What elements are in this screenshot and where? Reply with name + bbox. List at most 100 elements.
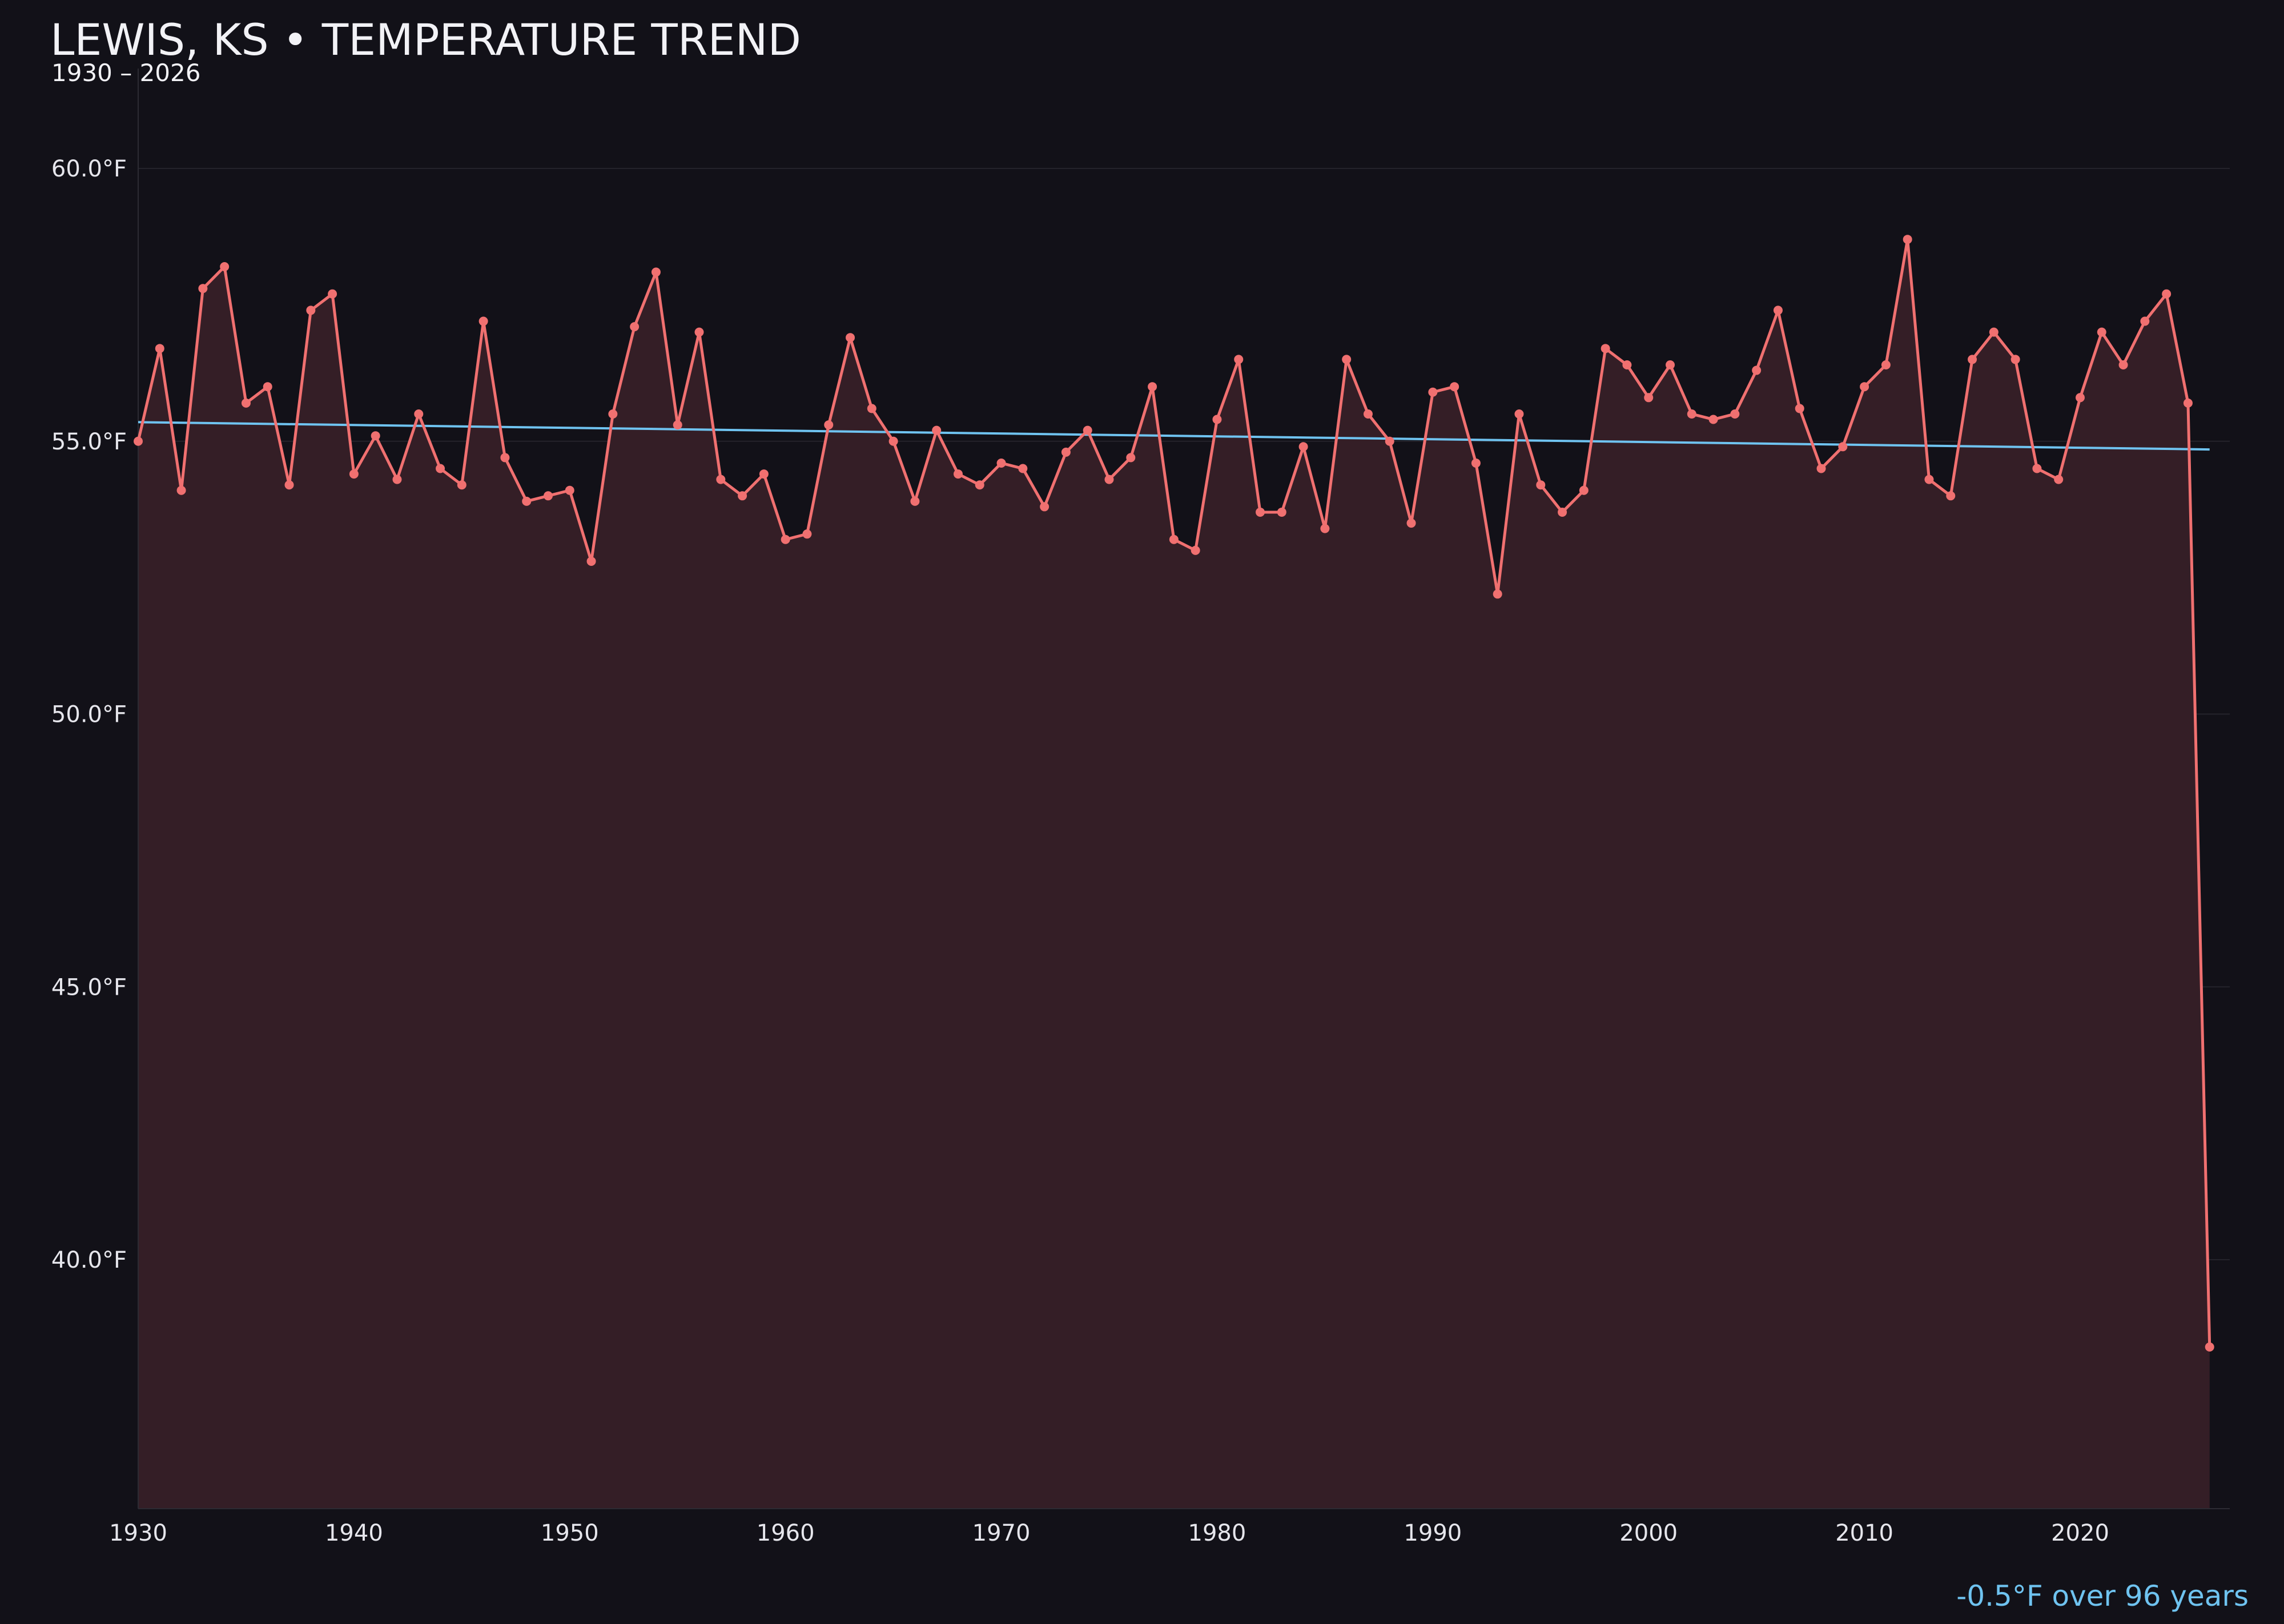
y-tick-label-0: 40.0°F	[51, 1247, 127, 1273]
x-tick-label-9: 2020	[2051, 1520, 2109, 1546]
data-point-1951	[586, 556, 596, 566]
data-point-2011	[1881, 360, 1891, 369]
data-point-1967	[932, 425, 942, 435]
data-point-1936	[263, 382, 272, 392]
data-point-1992	[1471, 458, 1481, 468]
data-point-1997	[1579, 485, 1589, 495]
data-point-1942	[392, 475, 402, 484]
data-point-1995	[1536, 480, 1546, 490]
data-point-2007	[1795, 404, 1804, 413]
data-point-1990	[1428, 387, 1438, 397]
data-point-2003	[1708, 415, 1718, 424]
data-point-2015	[1968, 355, 1977, 364]
data-point-2008	[1816, 464, 1826, 473]
data-point-1935	[241, 398, 251, 408]
data-point-1980	[1212, 415, 1222, 424]
data-point-1978	[1169, 534, 1179, 544]
data-point-1940	[349, 469, 359, 479]
x-tick-label-4: 1970	[972, 1520, 1031, 1546]
data-point-1953	[630, 322, 640, 332]
data-point-1952	[608, 409, 618, 419]
data-point-1975	[1104, 475, 1114, 484]
data-point-1957	[716, 475, 726, 484]
trend-line	[138, 421, 2210, 451]
data-point-2002	[1687, 409, 1696, 419]
temperature-area	[138, 239, 2210, 1509]
data-point-1955	[673, 420, 682, 430]
y-tick-label-3: 55.0°F	[51, 429, 127, 455]
data-point-1941	[371, 431, 380, 441]
data-point-1989	[1406, 518, 1416, 528]
data-point-1930	[134, 436, 143, 446]
data-point-2017	[2010, 355, 2020, 364]
data-point-1943	[414, 409, 424, 419]
data-point-1998	[1601, 344, 1610, 353]
data-point-1934	[220, 262, 230, 271]
data-point-2005	[1752, 365, 1762, 375]
data-point-1939	[328, 289, 337, 299]
data-point-1949	[543, 491, 553, 501]
data-point-1979	[1191, 545, 1200, 555]
series-group	[134, 235, 2214, 1352]
data-point-2026	[2205, 1342, 2214, 1352]
data-point-1966	[910, 496, 920, 506]
data-point-1931	[155, 344, 164, 353]
data-point-2006	[1773, 305, 1783, 315]
data-point-1947	[500, 453, 510, 463]
y-tick-label-1: 45.0°F	[51, 974, 127, 1000]
data-point-1984	[1298, 442, 1308, 452]
data-point-1944	[436, 464, 445, 473]
data-point-2000	[1644, 393, 1654, 403]
y-tick-labels: 40.0°F 45.0°F 50.0°F 55.0°F 60.0°F	[51, 156, 127, 1273]
data-point-1969	[975, 480, 984, 490]
data-point-2019	[2054, 475, 2064, 484]
data-point-1968	[953, 469, 963, 479]
area-fill	[138, 239, 2210, 1509]
data-point-2023	[2140, 316, 2150, 326]
data-point-2010	[1860, 382, 1869, 392]
data-point-1974	[1083, 425, 1092, 435]
y-tick-label-2: 50.0°F	[51, 702, 127, 728]
data-point-1937	[284, 480, 294, 490]
chart-subtitle: 1930 – 2026	[51, 59, 200, 87]
data-point-1991	[1450, 382, 1459, 392]
data-point-1965	[888, 436, 898, 446]
data-point-1988	[1385, 436, 1394, 446]
x-tick-label-1: 1940	[325, 1520, 383, 1546]
data-point-1973	[1061, 447, 1071, 457]
x-tick-label-0: 1930	[109, 1520, 167, 1546]
data-point-2013	[1924, 475, 1934, 484]
data-point-1958	[738, 491, 747, 501]
data-point-1983	[1277, 507, 1286, 517]
data-point-1993	[1493, 589, 1502, 599]
data-point-1971	[1018, 464, 1028, 473]
data-point-2022	[2118, 360, 2128, 369]
data-point-1987	[1363, 409, 1373, 419]
data-point-1972	[1040, 502, 1049, 512]
x-tick-label-8: 2010	[1835, 1520, 1893, 1546]
data-point-1964	[867, 404, 876, 413]
data-point-1960	[781, 534, 790, 544]
data-point-1961	[802, 529, 812, 539]
data-point-1948	[522, 496, 532, 506]
data-point-1981	[1234, 355, 1244, 364]
data-point-1999	[1622, 360, 1632, 369]
x-tick-label-6: 1990	[1404, 1520, 1462, 1546]
data-point-1970	[996, 458, 1006, 468]
data-point-1994	[1514, 409, 1524, 419]
data-point-1954	[651, 267, 661, 277]
y-tick-label-4: 60.0°F	[51, 156, 127, 182]
data-point-1956	[694, 327, 704, 337]
x-tick-label-7: 2000	[1619, 1520, 1678, 1546]
x-tick-label-3: 1960	[757, 1520, 815, 1546]
data-point-1985	[1320, 524, 1330, 533]
data-point-1986	[1342, 355, 1352, 364]
data-point-1977	[1148, 382, 1157, 392]
data-point-1976	[1126, 453, 1136, 463]
x-tick-labels: 1930 1940 1950 1960 1970 1980 1990 2000 2010 2020	[109, 1520, 2109, 1546]
data-point-1932	[176, 485, 186, 495]
data-point-2009	[1838, 442, 1848, 452]
data-point-1982	[1256, 507, 1265, 517]
data-point-1963	[846, 333, 855, 343]
